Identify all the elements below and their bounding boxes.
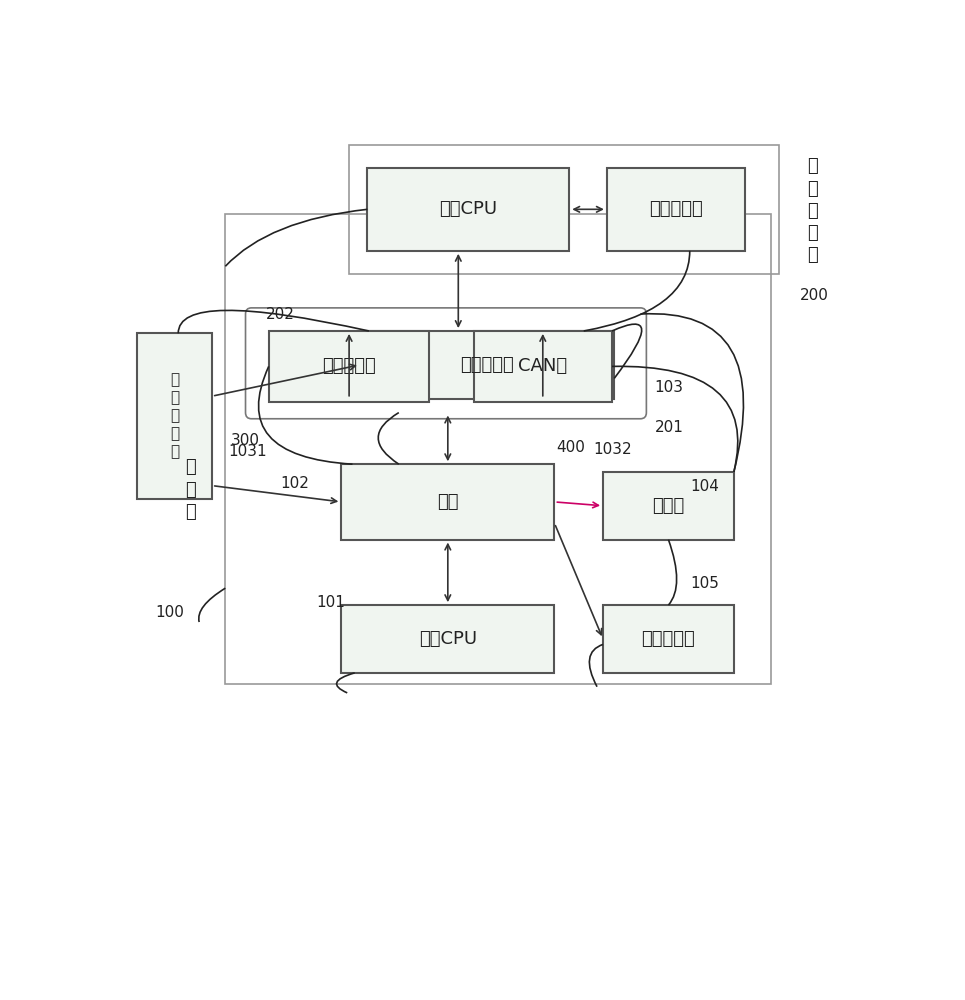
Text: 103: 103 — [654, 380, 683, 395]
Text: 显示屏: 显示屏 — [652, 497, 684, 515]
Text: 104: 104 — [691, 479, 719, 494]
Bar — [368, 168, 569, 251]
Bar — [342, 464, 554, 540]
Text: 第二存储器: 第二存储器 — [649, 200, 703, 218]
Text: 第一存储器: 第一存储器 — [642, 630, 696, 648]
Text: 200: 200 — [800, 288, 829, 303]
Text: 201: 201 — [655, 420, 684, 436]
Text: 工
控
机: 工 控 机 — [185, 458, 196, 521]
Text: 车
身
控
制
器: 车 身 控 制 器 — [807, 157, 817, 264]
Text: 主板: 主板 — [437, 493, 458, 511]
Bar — [342, 605, 554, 673]
Text: 1032: 1032 — [593, 442, 632, 457]
Bar — [607, 168, 745, 251]
Text: 400: 400 — [556, 440, 585, 455]
Text: 第一CPU: 第一CPU — [419, 630, 477, 648]
Text: 100: 100 — [155, 605, 184, 620]
Text: 300: 300 — [232, 433, 261, 448]
Text: 数据采集卡: 数据采集卡 — [322, 357, 376, 375]
Bar — [348, 145, 779, 274]
Bar — [137, 333, 212, 499]
Text: 105: 105 — [691, 576, 719, 591]
Bar — [474, 331, 612, 402]
Text: 第二CPU: 第二CPU — [439, 200, 497, 218]
Text: 102: 102 — [280, 476, 309, 491]
Bar — [226, 214, 771, 684]
Text: 1031: 1031 — [229, 444, 267, 459]
Text: 101: 101 — [317, 595, 345, 610]
Bar — [268, 331, 429, 402]
Bar — [603, 605, 734, 673]
Bar — [360, 331, 615, 399]
Text: CAN卡: CAN卡 — [518, 357, 567, 375]
Bar — [603, 472, 734, 540]
Text: 可
编
程
电
源: 可 编 程 电 源 — [170, 373, 179, 460]
Text: 接口电路板: 接口电路板 — [460, 356, 514, 374]
Text: 202: 202 — [265, 307, 294, 322]
